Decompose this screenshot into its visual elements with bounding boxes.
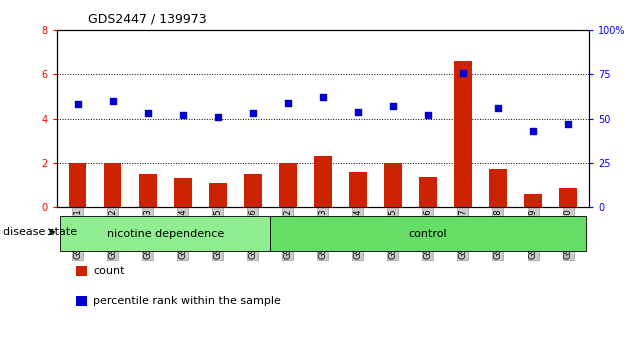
Point [213,114,223,120]
Point [72,102,83,107]
FancyBboxPatch shape [60,216,270,251]
Text: count: count [93,266,125,276]
Text: disease state: disease state [3,227,77,237]
Point [248,110,258,116]
Text: GDS2447 / 139973: GDS2447 / 139973 [88,12,207,25]
Bar [104,163,122,207]
Point [283,100,293,105]
Bar [244,174,261,207]
Bar [69,163,86,207]
Point [423,112,433,118]
Point [493,105,503,111]
Bar [349,172,367,207]
Bar [139,174,156,207]
Text: control: control [409,229,447,239]
Bar [559,188,577,207]
Point [528,128,538,134]
Bar [174,178,192,207]
Bar [314,156,331,207]
Point [143,110,153,116]
Point [178,112,188,118]
Text: percentile rank within the sample: percentile rank within the sample [93,296,281,306]
Point [388,103,398,109]
Bar [490,170,507,207]
Bar [279,163,297,207]
FancyBboxPatch shape [270,216,585,251]
Bar [454,61,472,207]
Point [318,95,328,100]
Point [353,109,363,114]
Point [458,70,468,75]
Bar [384,163,402,207]
Text: nicotine dependence: nicotine dependence [106,229,224,239]
Point [563,121,573,127]
Bar [419,177,437,207]
Bar [209,183,227,207]
Bar [524,194,542,207]
Point [108,98,118,104]
